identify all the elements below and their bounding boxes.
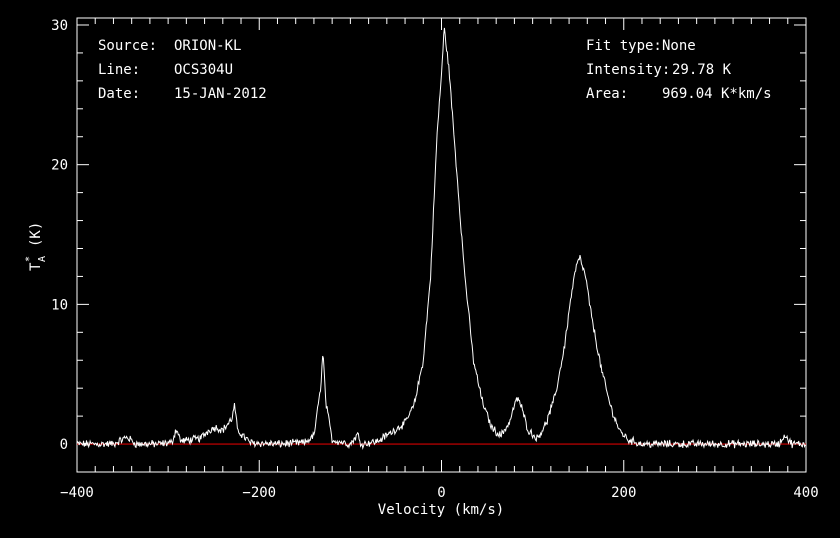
x-tick-label: −200	[242, 485, 276, 501]
date-value: 15-JAN-2012	[174, 86, 267, 102]
x-tick-label: 400	[793, 485, 818, 501]
y-axis-label-unit: (K)	[28, 222, 44, 247]
y-tick-label: 30	[51, 18, 68, 34]
spectrum-line-series-0	[76, 27, 806, 451]
y-tick-label: 10	[51, 297, 68, 313]
y-axis-label-sup: *	[24, 256, 35, 262]
y-tick-label: 0	[60, 437, 68, 453]
x-tick-label: 0	[437, 485, 445, 501]
fit-type-value: None	[662, 38, 696, 54]
date-label: Date:	[98, 86, 140, 102]
y-axis-label-sub: A	[37, 256, 48, 262]
line-value: OCS304U	[174, 62, 233, 78]
intensity-label: Intensity:	[586, 62, 670, 78]
axis-ticks: −400 −200 0 200 400 0 10 20 30	[51, 18, 819, 501]
series-layer	[76, 27, 806, 451]
line-label: Line:	[98, 62, 140, 78]
x-tick-label: 200	[611, 485, 636, 501]
y-tick-label: 20	[51, 158, 68, 174]
fit-type-label: Fit type:	[586, 38, 662, 54]
y-axis-label-main: T	[28, 262, 44, 271]
area-value: 969.04 K*km/s	[662, 86, 772, 102]
area-label: Area:	[586, 86, 628, 102]
intensity-value: 29.78 K	[672, 62, 732, 78]
x-axis-label: Velocity (km/s)	[378, 502, 504, 518]
source-label: Source:	[98, 38, 157, 54]
x-tick-label: −400	[60, 485, 94, 501]
source-value: ORION-KL	[174, 38, 241, 54]
y-axis-label: T * A (K)	[24, 222, 48, 271]
